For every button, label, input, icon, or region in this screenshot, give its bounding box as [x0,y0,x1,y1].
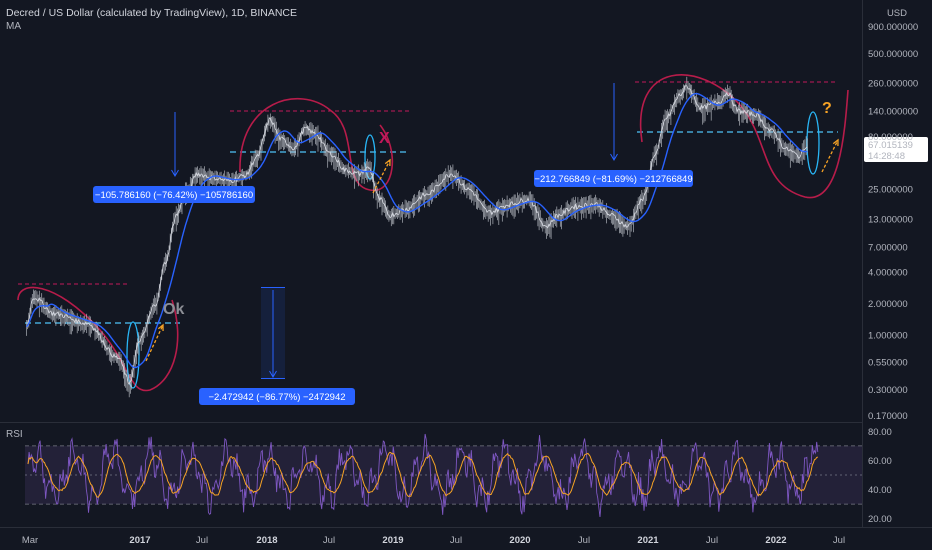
projection-arrow [145,324,164,362]
price-tick-label: 260.000000 [868,79,918,90]
rsi-tick-label: 80.00 [868,427,892,438]
price-tick-label: 80.000000 [868,132,913,143]
cycle-curve [639,74,849,199]
price-series-line [26,85,808,386]
projection-arrow-head [832,138,839,147]
last-price-tag [864,137,928,162]
rsi-pane[interactable] [25,433,862,518]
bar-countdown: 14:28:48 [868,151,905,162]
rsi-tick-label: 40.00 [868,485,892,496]
time-tick-label: Jul [196,535,208,546]
price-tick-label: 140.000000 [868,107,918,118]
price-tick-label: 13.000000 [868,214,913,225]
price-tick-label: 500.000000 [868,49,918,60]
indicator-legend-ma[interactable]: MA [6,21,21,32]
price-tick-label: 1.000000 [868,331,908,342]
price-tick-label: 7.000000 [868,242,908,253]
measure-label-box [199,388,355,405]
last-price-value: 67.015139 [868,140,913,151]
time-tick-label: Jul [450,535,462,546]
price-tick-label: 4.000000 [868,268,908,279]
annotation-ok: Ok [163,301,184,318]
time-tick-label: 2022 [765,535,786,546]
rsi-tick-label: 60.00 [868,456,892,467]
price-axis[interactable]: USD 900.000000 500.000000 260.000000 140.000… [868,8,918,422]
price-tick-label: 900.000000 [868,22,918,33]
time-tick-label: 2018 [256,535,277,546]
time-tick-label: Jul [706,535,718,546]
time-tick-label: Jul [833,535,845,546]
price-tick-label: 2.000000 [868,299,908,310]
annotation-x: X [379,130,390,147]
projection-arrow-head [384,158,391,167]
time-tick-label: 2019 [382,535,403,546]
projection-arrow [821,139,839,173]
measure-label: −212.766849 (−81.69%) −212766849 [534,174,692,185]
measure-label: −2.472942 (−86.77%) −2472942 [208,392,345,403]
annotation-question: ? [822,100,832,117]
symbol-title[interactable]: Decred / US Dollar (calculated by Tradin… [6,7,298,19]
time-tick-label: 2021 [637,535,659,546]
time-tick-label: Mar [22,535,38,546]
moving-average-line [26,92,808,369]
price-tick-label: 0.300000 [868,385,908,396]
cycle-curve [239,97,394,191]
indicator-legend-rsi[interactable]: RSI [6,429,23,440]
time-tick-label: 2020 [509,535,530,546]
rsi-line [27,433,819,518]
measure-arrow-head [269,370,277,378]
drawings-layer [17,74,849,392]
price-pane[interactable] [26,76,808,398]
measure-label: −105.786160 (−76.42%) −105786160 [95,190,253,201]
projection-arrow [372,159,391,194]
time-tick-label: 2017 [129,535,150,546]
price-tick-label: 0.170000 [868,411,908,422]
drawings-overlay: −105.786160 (−76.42%) −105786160 −2.47294… [93,83,928,405]
projection-arrow-head [157,323,164,332]
time-axis[interactable]: Mar 2017 Jul 2018 Jul 2019 Jul 2020 Jul 2021 Jul 20… [22,535,845,546]
rsi-axis[interactable]: 80.00 60.00 40.00 20.00 [868,427,892,525]
price-axis-currency: USD [887,8,907,19]
measure-label-box [534,170,693,187]
measure-arrow-head [171,169,179,177]
time-tick-label: Jul [578,535,590,546]
measure-arrow-head [610,153,618,161]
time-tick-label: Jul [323,535,335,546]
price-tick-label: 0.550000 [868,358,908,369]
price-tick-label: 25.000000 [868,185,913,196]
measure-label-box [93,186,255,203]
rsi-ma-line [27,451,819,498]
rsi-tick-label: 20.00 [868,514,892,525]
